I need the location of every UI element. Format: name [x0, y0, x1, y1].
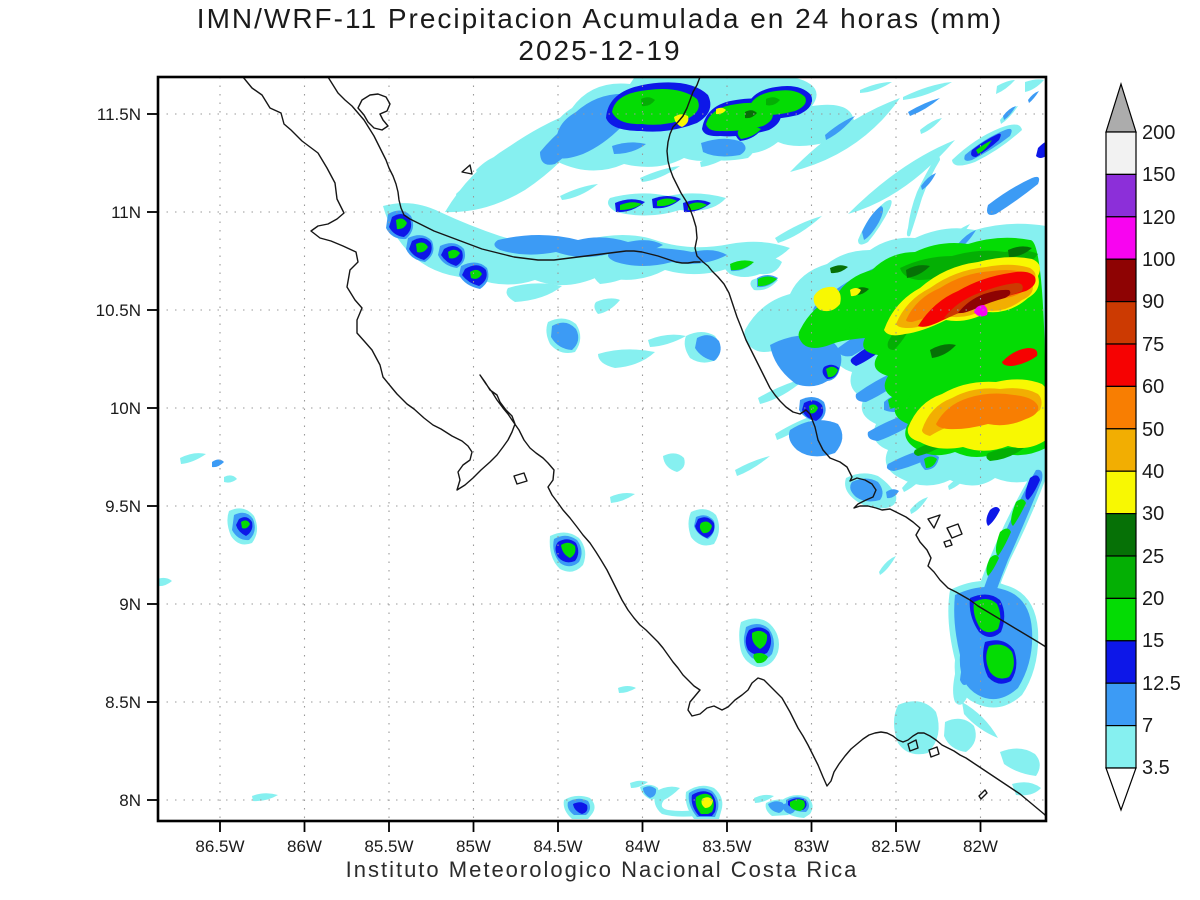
colorbar-segment: [1105, 385, 1137, 430]
lon-label: 82W: [963, 837, 998, 856]
page-subtitle-date: 2025-12-19: [518, 35, 681, 66]
colorbar-segment: [1105, 301, 1137, 345]
colorbar-segment: [1105, 470, 1137, 515]
colorbar-tick: 200: [1142, 122, 1175, 144]
footer-caption: Instituto Meteorologico Nacional Costa R…: [346, 857, 859, 882]
colorbar-tick: 60: [1142, 376, 1164, 398]
colorbar-segment: [1105, 343, 1137, 388]
colorbar-tick: 30: [1142, 503, 1164, 525]
colorbar-tick: 3.5: [1142, 757, 1170, 779]
precip-level-100mm: [974, 305, 988, 317]
page-title: IMN/WRF-11 Precipitacion Acumulada en 24…: [197, 3, 1003, 34]
lon-axis-labels: 86.5W 86W 85.5W 85W 84.5W 84W 83.5W 83W …: [195, 837, 998, 856]
colorbar: 200 150 120 100 90 75 60 50 40 30 25 20 …: [1105, 81, 1181, 812]
colorbar-segment: [1105, 216, 1137, 260]
map-plot-area: 11.5N 11N 10.5N 10N 9.5N 9N 8.5N 8N 86.5…: [96, 75, 1048, 856]
colorbar-tick: 20: [1142, 588, 1164, 610]
colorbar-segment: [1105, 724, 1137, 769]
lon-label: 83.5W: [702, 837, 751, 856]
colorbar-tick: 100: [1142, 249, 1175, 271]
lon-label: 84W: [625, 837, 660, 856]
lon-label: 85.5W: [364, 837, 413, 856]
colorbar-tick: 40: [1142, 461, 1164, 483]
lon-label: 86.5W: [195, 837, 244, 856]
colorbar-tick: 12.5: [1142, 673, 1181, 695]
lon-label: 86W: [287, 837, 322, 856]
colorbar-segment: [1105, 682, 1137, 727]
colorbar-under-arrow: [1105, 767, 1137, 812]
lat-label: 11.5N: [97, 105, 141, 124]
colorbar-segment: [1105, 173, 1137, 218]
colorbar-tick: 90: [1142, 291, 1164, 313]
gridlines: [158, 77, 1046, 821]
colorbar-segment: [1105, 428, 1137, 472]
lat-label: 11N: [111, 203, 141, 222]
colorbar-over-arrow: [1105, 81, 1137, 133]
colorbar-segment: [1105, 555, 1137, 600]
lat-label: 8.5N: [105, 693, 141, 712]
colorbar-tick: 50: [1142, 419, 1164, 441]
coastline: [242, 77, 1046, 817]
colorbar-segment: [1105, 131, 1137, 176]
colorbar-tick: 25: [1142, 546, 1164, 568]
colorbar-segment: [1105, 258, 1137, 303]
lat-label: 10.5N: [96, 301, 141, 320]
lat-label: 10N: [110, 399, 141, 418]
precip-level-90mm: [958, 289, 1011, 314]
lon-label: 84.5W: [533, 837, 582, 856]
colorbar-tick: 15: [1142, 630, 1164, 652]
lon-label: 83W: [794, 837, 829, 856]
lat-axis-labels: 11.5N 11N 10.5N 10N 9.5N 9N 8.5N 8N: [96, 105, 141, 810]
lon-label: 85W: [456, 837, 491, 856]
colorbar-labels: 200 150 120 100 90 75 60 50 40 30 25 20 …: [1142, 122, 1181, 779]
map-frame: [156, 75, 1048, 823]
lat-label: 8N: [119, 791, 141, 810]
lat-label: 9N: [119, 595, 141, 614]
colorbar-tick: 150: [1142, 164, 1175, 186]
colorbar-segment: [1105, 640, 1137, 684]
colorbar-tick: 120: [1142, 207, 1175, 229]
axis-ticks: [147, 113, 982, 832]
colorbar-tick: 7: [1142, 715, 1153, 737]
colorbar-segment: [1105, 512, 1137, 557]
lat-label: 9.5N: [105, 497, 141, 516]
colorbar-segment: [1105, 597, 1137, 642]
lon-label: 82.5W: [871, 837, 920, 856]
colorbar-tick: 75: [1142, 334, 1164, 356]
